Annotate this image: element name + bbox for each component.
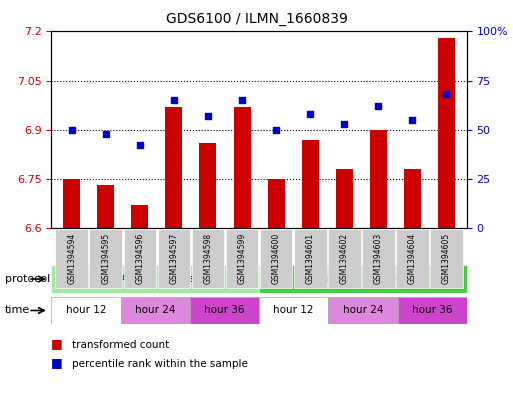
Text: GSM1394597: GSM1394597 [169,233,179,284]
FancyBboxPatch shape [89,229,122,288]
Text: GDS6100 / ILMN_1660839: GDS6100 / ILMN_1660839 [166,12,347,26]
Text: GSM1394605: GSM1394605 [442,233,451,284]
FancyBboxPatch shape [294,229,326,288]
Bar [302,140,319,228]
Bar [404,169,421,228]
Text: GSM1394595: GSM1394595 [101,233,110,284]
FancyBboxPatch shape [328,297,398,324]
Point [408,117,417,123]
Text: ■: ■ [51,356,63,369]
Text: GSM1394600: GSM1394600 [271,233,281,284]
Bar [97,185,114,228]
Point [170,97,178,103]
FancyBboxPatch shape [190,297,259,324]
FancyBboxPatch shape [398,297,467,324]
Bar [63,179,80,228]
Point [68,127,76,133]
Bar [268,179,285,228]
Text: miRNA135b transfected: miRNA135b transfected [93,274,218,284]
Point [306,111,314,117]
FancyBboxPatch shape [328,229,361,288]
FancyBboxPatch shape [192,229,224,288]
FancyBboxPatch shape [226,229,259,288]
Bar [165,107,183,228]
FancyBboxPatch shape [51,265,259,293]
Point [442,91,450,97]
FancyBboxPatch shape [124,229,156,288]
Bar [370,130,387,228]
FancyBboxPatch shape [121,297,190,324]
Text: GSM1394594: GSM1394594 [67,233,76,284]
FancyBboxPatch shape [362,229,394,288]
Bar [131,205,148,228]
Text: GSM1394596: GSM1394596 [135,233,144,284]
Text: time: time [5,305,30,316]
Text: hour 36: hour 36 [204,305,245,316]
Text: hour 36: hour 36 [412,305,452,316]
Text: GSM1394603: GSM1394603 [374,233,383,284]
FancyBboxPatch shape [55,229,88,288]
Text: hour 24: hour 24 [135,305,175,316]
Point [374,103,382,109]
Text: transformed count: transformed count [72,340,169,350]
Bar [200,143,216,228]
Bar [233,107,250,228]
FancyBboxPatch shape [259,265,467,293]
Point [204,113,212,119]
Text: protocol: protocol [5,274,50,284]
FancyBboxPatch shape [260,229,292,288]
FancyBboxPatch shape [51,297,121,324]
Text: GSM1394602: GSM1394602 [340,233,349,284]
Point [238,97,246,103]
Text: GSM1394599: GSM1394599 [238,233,247,284]
Point [102,130,110,137]
Text: GSM1394604: GSM1394604 [408,233,417,284]
Point [340,121,348,127]
FancyBboxPatch shape [430,229,463,288]
Bar [336,169,353,228]
Text: GSM1394598: GSM1394598 [204,233,212,284]
Bar [438,38,455,228]
Point [136,142,144,149]
Text: percentile rank within the sample: percentile rank within the sample [72,360,248,369]
FancyBboxPatch shape [396,229,429,288]
FancyBboxPatch shape [157,229,190,288]
Text: hour 12: hour 12 [66,305,106,316]
Text: ■: ■ [51,337,63,350]
FancyBboxPatch shape [259,297,328,324]
Text: hour 12: hour 12 [273,305,314,316]
Point [272,127,280,133]
Text: scrambled transfected: scrambled transfected [304,274,422,284]
Text: hour 24: hour 24 [343,305,383,316]
Text: GSM1394601: GSM1394601 [306,233,314,284]
